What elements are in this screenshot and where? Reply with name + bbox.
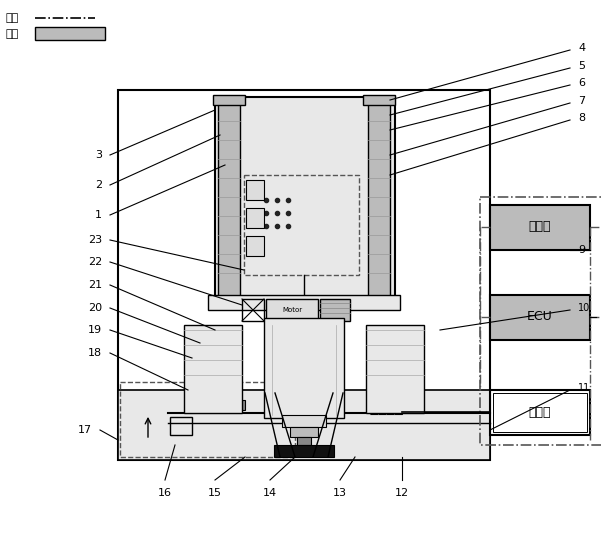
Text: 7: 7 <box>578 96 585 106</box>
Text: 17: 17 <box>78 425 92 435</box>
Bar <box>246 236 264 256</box>
Text: 11: 11 <box>578 383 590 393</box>
Text: 冷却器: 冷却器 <box>529 406 551 418</box>
Bar <box>170 417 192 435</box>
Bar <box>266 299 318 321</box>
Bar <box>120 382 295 457</box>
Text: 12: 12 <box>395 488 409 498</box>
Bar <box>264 318 344 418</box>
Bar <box>118 90 490 460</box>
Text: 14: 14 <box>263 488 277 498</box>
Bar <box>297 437 311 445</box>
Text: 4: 4 <box>578 43 585 53</box>
Bar <box>242 299 264 321</box>
Text: 22: 22 <box>88 257 102 267</box>
Text: ECU: ECU <box>527 310 553 323</box>
Bar <box>490 390 590 435</box>
Bar <box>208 295 400 310</box>
Bar <box>215 97 395 307</box>
Text: 20: 20 <box>88 303 102 313</box>
Text: 18: 18 <box>88 348 102 358</box>
Bar <box>215 400 245 410</box>
Bar <box>282 415 326 427</box>
Text: 6: 6 <box>578 78 585 88</box>
Bar <box>368 100 390 300</box>
Text: 10: 10 <box>578 303 590 313</box>
Text: Motor: Motor <box>282 307 302 313</box>
Bar <box>246 180 264 200</box>
Text: 3: 3 <box>95 150 102 160</box>
Bar <box>213 95 245 105</box>
Text: 19: 19 <box>88 325 102 335</box>
Bar <box>118 390 490 460</box>
Text: 1: 1 <box>95 210 102 220</box>
Text: 16: 16 <box>158 488 172 498</box>
Bar <box>490 205 590 250</box>
Bar <box>493 393 587 432</box>
Bar <box>35 27 105 40</box>
Text: 23: 23 <box>88 235 102 245</box>
Text: 21: 21 <box>88 280 102 290</box>
Text: 蓄电池: 蓄电池 <box>529 220 551 233</box>
Bar <box>184 325 242 413</box>
Bar <box>480 197 601 445</box>
Bar <box>290 427 318 437</box>
Text: 13: 13 <box>333 488 347 498</box>
Text: 5: 5 <box>578 61 585 71</box>
Bar <box>320 299 350 321</box>
Text: 管路: 管路 <box>5 29 18 39</box>
Bar <box>244 175 359 275</box>
Text: 电路: 电路 <box>5 13 18 23</box>
Bar <box>490 295 590 340</box>
Bar <box>218 100 240 300</box>
Bar <box>370 400 402 414</box>
Bar <box>246 208 264 228</box>
Bar <box>274 445 334 457</box>
Text: 15: 15 <box>208 488 222 498</box>
Bar <box>363 95 395 105</box>
Bar <box>366 325 424 413</box>
Text: 2: 2 <box>95 180 102 190</box>
Text: 8: 8 <box>578 113 585 123</box>
Text: 9: 9 <box>578 245 585 255</box>
